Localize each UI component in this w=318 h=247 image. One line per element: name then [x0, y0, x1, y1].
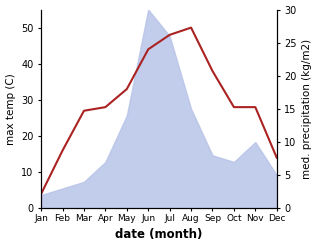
Y-axis label: max temp (C): max temp (C)	[5, 73, 16, 145]
X-axis label: date (month): date (month)	[115, 228, 203, 242]
Y-axis label: med. precipitation (kg/m2): med. precipitation (kg/m2)	[302, 39, 313, 179]
